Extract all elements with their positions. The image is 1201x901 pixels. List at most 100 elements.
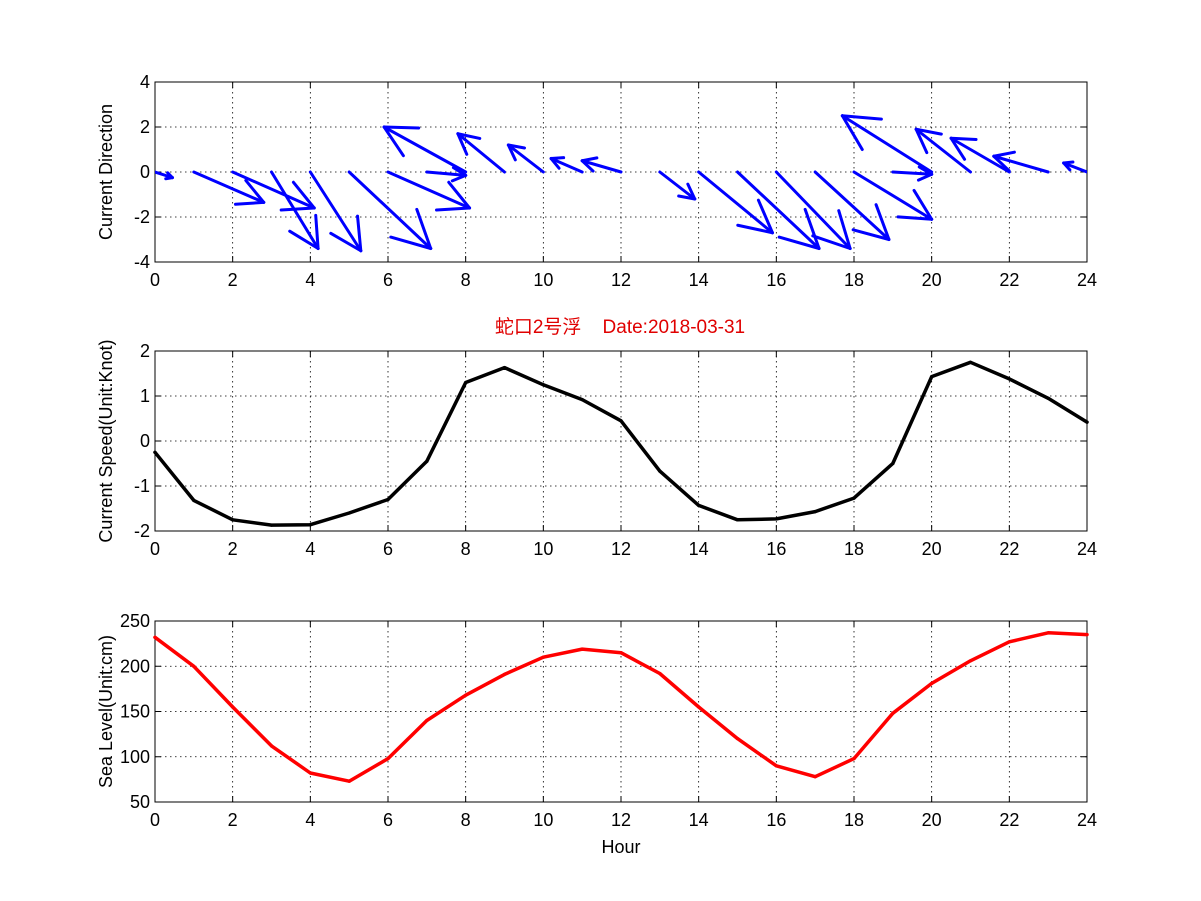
arrow-shaft	[425, 170, 468, 177]
data-point	[891, 711, 895, 715]
arrow-shaft	[192, 170, 266, 204]
arrow-head-left	[382, 125, 421, 130]
data-point	[891, 461, 895, 466]
current-arrow	[270, 170, 320, 250]
arrow-head-left	[456, 132, 482, 140]
arrow-head-left	[840, 114, 883, 121]
data-point	[386, 497, 390, 502]
arrow-shaft	[386, 170, 472, 210]
data-point	[813, 510, 817, 514]
arrow-head-right	[244, 178, 266, 204]
x-tick-label: 16	[766, 539, 786, 559]
data-point	[541, 383, 545, 387]
arrow-head-right	[549, 157, 561, 170]
x-tick-label: 12	[611, 270, 631, 290]
arrow-head-left	[435, 206, 472, 212]
arrow-head-left	[549, 156, 566, 160]
x-tick-label: 8	[461, 270, 471, 290]
arrow-shaft	[949, 136, 1011, 174]
arrow-shaft	[852, 170, 934, 221]
x-tick-label: 10	[533, 539, 553, 559]
data-point	[502, 366, 507, 370]
data-point	[580, 398, 584, 402]
current-arrow	[308, 170, 363, 253]
current-arrow	[231, 170, 316, 212]
y-tick-label: 2	[140, 341, 150, 361]
x-tick-label: 2	[228, 810, 238, 830]
arrow-head-right	[992, 154, 1011, 173]
arrow-head-left	[329, 231, 363, 253]
x-tick-label: 0	[150, 539, 160, 559]
arrow-shaft	[914, 127, 972, 174]
x-tick-label: 22	[999, 539, 1019, 559]
arrow-head-right	[917, 165, 934, 176]
y-tick-label: 4	[140, 72, 150, 92]
arrow-head-left	[450, 173, 468, 183]
y-tick-label: -1	[134, 476, 150, 496]
data-point	[1085, 633, 1089, 637]
data-point	[464, 693, 468, 697]
data-point	[153, 450, 157, 454]
x-tick-label: 16	[766, 270, 786, 290]
arrow-head-right	[686, 182, 697, 201]
y-tick-label: 150	[120, 702, 150, 722]
y-axis-label: Current Speed(Unit:Knot)	[96, 339, 116, 542]
data-point	[192, 498, 196, 502]
current-arrow	[506, 143, 545, 174]
data-point	[1085, 420, 1089, 424]
x-tick-label: 18	[844, 810, 864, 830]
y-tick-label: 200	[120, 656, 150, 676]
arrow-head-right	[949, 136, 967, 161]
y-tick-label: 0	[140, 431, 150, 451]
arrow-head-left	[811, 234, 852, 250]
arrow-shaft	[549, 157, 584, 174]
current-arrow	[155, 170, 174, 181]
current-arrow	[192, 170, 266, 206]
arrow-head-right	[382, 125, 405, 158]
arrow-shaft	[580, 159, 623, 174]
x-tick-label: 2	[228, 539, 238, 559]
arrow-head-left	[506, 143, 527, 150]
x-tick-label: 4	[305, 810, 315, 830]
x-tick-label: 6	[383, 270, 393, 290]
x-axis-label: Hour	[601, 837, 640, 857]
x-tick-label: 24	[1077, 270, 1097, 290]
y-tick-label: 250	[120, 611, 150, 631]
current-arrow	[891, 165, 934, 182]
arrow-head-right	[456, 132, 469, 156]
current-arrow	[914, 127, 972, 174]
arrow-shaft	[1062, 161, 1087, 174]
arrow-head-right	[506, 143, 517, 162]
x-tick-label: 14	[689, 810, 709, 830]
figure-title: 蛇口2号浮 Date:2018-03-31	[495, 316, 745, 338]
current-arrow	[1062, 160, 1087, 174]
data-point	[347, 779, 351, 783]
current-arrow	[580, 156, 623, 174]
arrow-head-right	[291, 180, 316, 210]
data-point	[231, 518, 235, 522]
arrow-head-left	[288, 229, 320, 250]
data-point	[658, 469, 662, 473]
x-tick-label: 8	[461, 539, 471, 559]
arrow-head-right	[840, 114, 864, 151]
arrow-shaft	[456, 132, 506, 174]
x-tick-label: 20	[922, 539, 942, 559]
data-point	[852, 757, 856, 761]
data-point	[541, 655, 545, 659]
y-tick-label: 0	[140, 162, 150, 182]
data-point	[425, 718, 429, 723]
x-tick-label: 24	[1077, 810, 1097, 830]
arrow-head-left	[580, 156, 599, 163]
current-arrow	[774, 170, 852, 250]
x-tick-label: 22	[999, 270, 1019, 290]
current-arrow	[382, 125, 468, 174]
arrow-head-left	[234, 200, 266, 206]
x-tick-label: 2	[228, 270, 238, 290]
arrow-head-right	[415, 207, 433, 250]
x-tick-label: 12	[611, 810, 631, 830]
current-arrow	[840, 114, 934, 174]
arrow-shaft	[891, 170, 934, 176]
data-point	[308, 771, 312, 775]
